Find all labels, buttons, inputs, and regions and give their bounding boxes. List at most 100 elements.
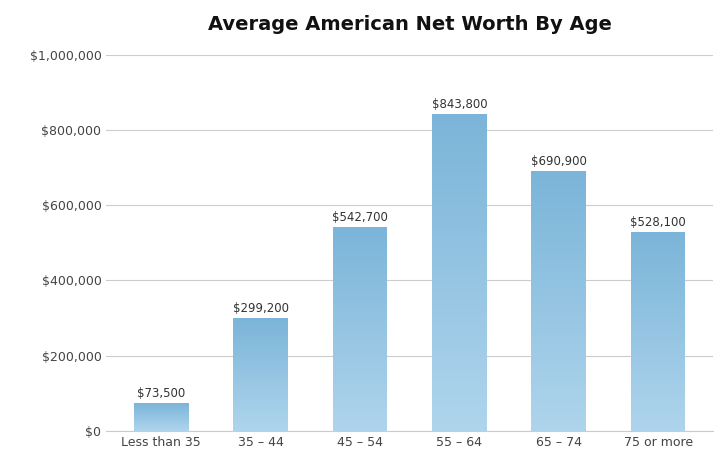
Bar — [432, 142, 486, 145]
Bar — [333, 290, 387, 292]
Bar — [233, 380, 288, 381]
Bar — [333, 231, 387, 233]
Bar — [233, 355, 288, 357]
Bar — [333, 420, 387, 422]
Bar — [630, 350, 686, 351]
Bar — [531, 200, 586, 202]
Bar — [531, 233, 586, 236]
Bar — [630, 274, 686, 276]
Bar — [432, 155, 486, 158]
Bar — [531, 182, 586, 184]
Bar — [531, 334, 586, 337]
Bar — [531, 252, 586, 254]
Bar — [333, 307, 387, 308]
Bar — [233, 324, 288, 325]
Bar — [432, 285, 486, 288]
Bar — [432, 298, 486, 301]
Bar — [630, 385, 686, 387]
Bar — [531, 176, 586, 179]
Bar — [233, 327, 288, 328]
Bar — [333, 349, 387, 351]
Bar — [630, 353, 686, 355]
Bar — [333, 274, 387, 276]
Bar — [630, 276, 686, 278]
Bar — [233, 396, 288, 397]
Bar — [432, 136, 486, 139]
Bar — [531, 319, 586, 322]
Bar — [333, 377, 387, 380]
Bar — [333, 294, 387, 296]
Bar — [630, 290, 686, 292]
Bar — [630, 387, 686, 389]
Bar — [531, 244, 586, 246]
Bar — [333, 333, 387, 335]
Bar — [531, 392, 586, 394]
Bar — [531, 410, 586, 412]
Bar — [432, 247, 486, 250]
Bar — [333, 353, 387, 355]
Bar — [630, 367, 686, 369]
Bar — [531, 360, 586, 363]
Bar — [333, 229, 387, 231]
Bar — [630, 365, 686, 367]
Bar — [630, 355, 686, 357]
Bar — [333, 324, 387, 327]
Bar — [630, 242, 686, 244]
Bar — [432, 193, 486, 196]
Bar — [432, 133, 486, 136]
Bar — [630, 296, 686, 298]
Bar — [630, 312, 686, 314]
Bar — [432, 399, 486, 402]
Bar — [630, 363, 686, 365]
Bar — [233, 362, 288, 363]
Bar — [233, 360, 288, 361]
Bar — [531, 348, 586, 350]
Bar — [233, 369, 288, 370]
Bar — [333, 384, 387, 386]
Bar — [531, 389, 586, 392]
Bar — [630, 359, 686, 361]
Bar — [630, 371, 686, 373]
Bar — [233, 409, 288, 411]
Bar — [233, 405, 288, 406]
Bar — [233, 425, 288, 426]
Bar — [630, 330, 686, 332]
Bar — [333, 282, 387, 284]
Bar — [432, 301, 486, 304]
Bar — [432, 374, 486, 377]
Bar — [432, 120, 486, 123]
Bar — [432, 370, 486, 374]
Bar — [432, 415, 486, 418]
Bar — [233, 357, 288, 358]
Bar — [333, 331, 387, 333]
Bar — [233, 389, 288, 390]
Bar — [630, 314, 686, 315]
Bar — [432, 269, 486, 272]
Bar — [333, 341, 387, 343]
Bar — [233, 364, 288, 366]
Bar — [233, 417, 288, 418]
Bar — [233, 424, 288, 425]
Bar — [333, 255, 387, 257]
Bar — [333, 239, 387, 241]
Bar — [630, 315, 686, 317]
Bar — [630, 395, 686, 397]
Bar — [233, 342, 288, 343]
Bar — [432, 152, 486, 155]
Bar — [233, 341, 288, 342]
Bar — [333, 276, 387, 278]
Bar — [432, 196, 486, 199]
Bar — [333, 257, 387, 259]
Bar — [233, 427, 288, 429]
Bar — [333, 376, 387, 377]
Bar — [630, 300, 686, 302]
Bar — [531, 280, 586, 283]
Bar — [531, 304, 586, 306]
Bar — [531, 231, 586, 233]
Bar — [432, 149, 486, 152]
Bar — [333, 270, 387, 272]
Bar — [630, 342, 686, 343]
Bar — [233, 344, 288, 345]
Bar — [333, 284, 387, 286]
Bar — [333, 414, 387, 416]
